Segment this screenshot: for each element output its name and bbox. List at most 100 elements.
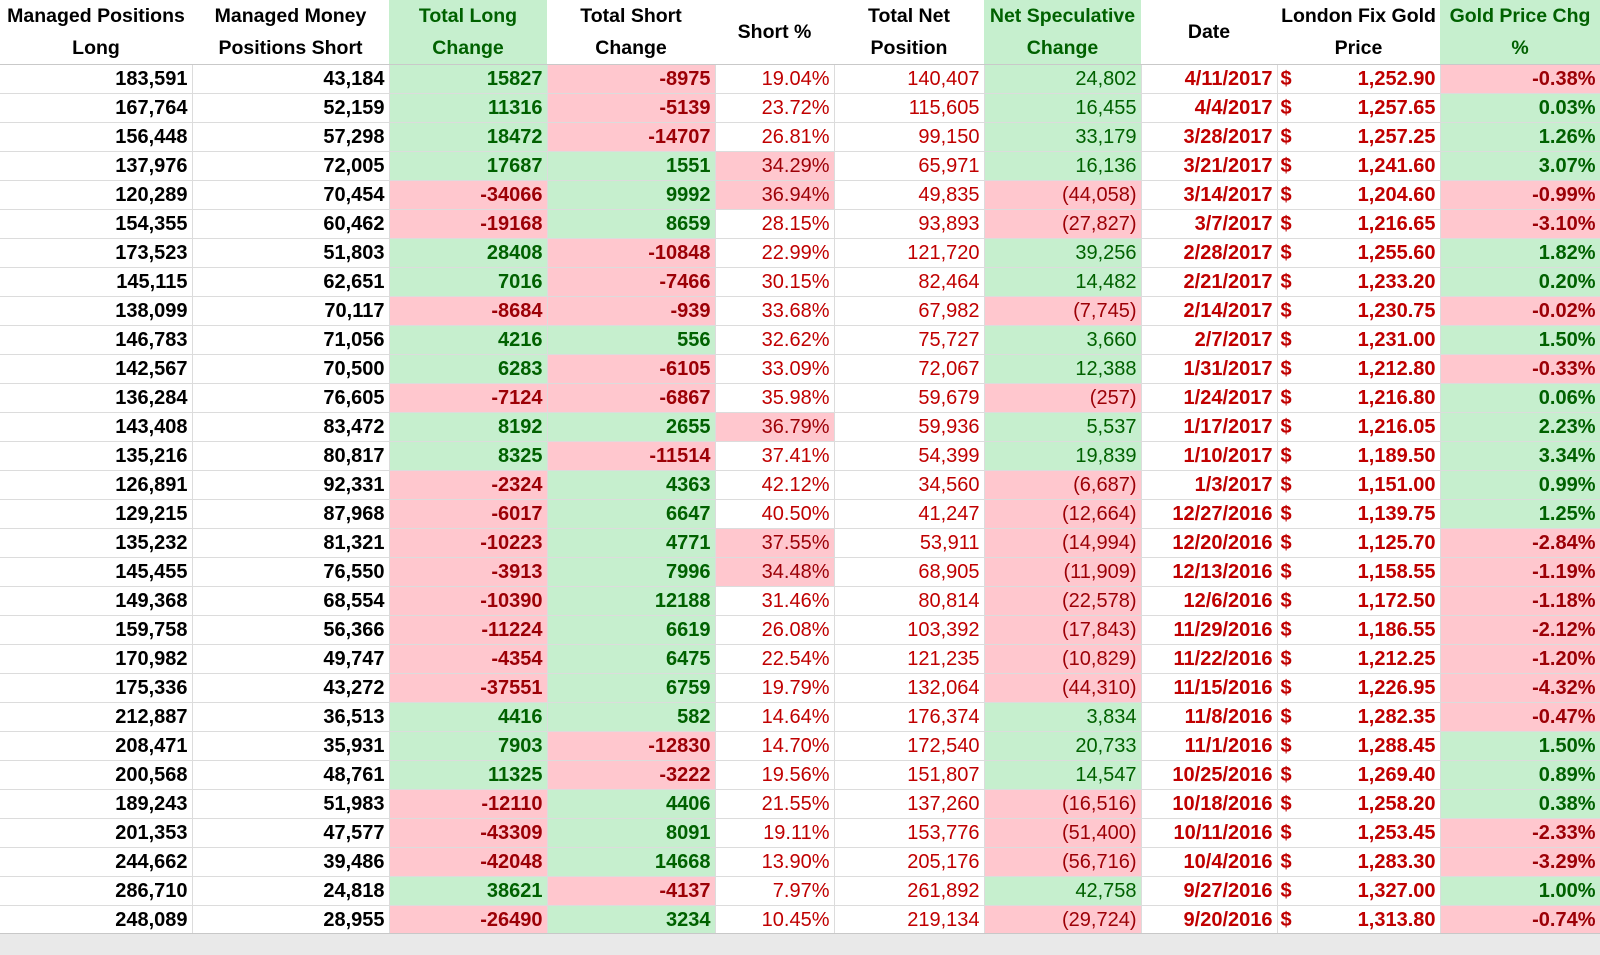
cell-managed-long[interactable]: 173,523 [0,238,193,268]
cell-net-spec-change[interactable]: (51,400) [984,818,1142,848]
cell-managed-long[interactable]: 126,891 [0,470,193,500]
header-total-net-position[interactable]: Total Net Position [834,0,984,65]
cell-managed-short[interactable]: 48,761 [192,760,390,790]
cell-total-short-change[interactable]: 6619 [547,615,716,645]
header-managed-long[interactable]: Managed Positions Long [0,0,192,65]
cell-total-long-change[interactable]: 15827 [389,64,548,94]
cell-managed-long[interactable]: 135,232 [0,528,193,558]
cell-short-pct[interactable]: 22.99% [715,238,835,268]
cell-currency[interactable]: $ [1277,441,1297,471]
cell-total-long-change[interactable]: -19168 [389,209,548,239]
cell-total-net-position[interactable]: 49,835 [834,180,985,210]
cell-currency[interactable]: $ [1277,876,1297,906]
cell-short-pct[interactable]: 28.15% [715,209,835,239]
cell-total-net-position[interactable]: 75,727 [834,325,985,355]
cell-managed-long[interactable]: 145,455 [0,557,193,587]
cell-managed-short[interactable]: 56,366 [192,615,390,645]
cell-date[interactable]: 1/24/2017 [1141,383,1278,413]
cell-net-spec-change[interactable]: 20,733 [984,731,1142,761]
cell-gold-price-chg[interactable]: -2.84% [1440,528,1600,558]
cell-gold-price-chg[interactable]: 3.07% [1440,151,1600,181]
cell-total-long-change[interactable]: 7016 [389,267,548,297]
cell-date[interactable]: 12/6/2016 [1141,586,1278,616]
cell-total-net-position[interactable]: 151,807 [834,760,985,790]
cell-gold-price[interactable]: 1,125.70 [1297,528,1441,558]
cell-date[interactable]: 11/8/2016 [1141,702,1278,732]
cell-total-short-change[interactable]: 8091 [547,818,716,848]
cell-managed-long[interactable]: 167,764 [0,93,193,123]
cell-gold-price-chg[interactable]: -1.19% [1440,557,1600,587]
cell-total-long-change[interactable]: 11325 [389,760,548,790]
cell-net-spec-change[interactable]: (11,909) [984,557,1142,587]
cell-date[interactable]: 2/28/2017 [1141,238,1278,268]
cell-short-pct[interactable]: 42.12% [715,470,835,500]
cell-currency[interactable]: $ [1277,789,1297,819]
cell-date[interactable]: 4/4/2017 [1141,93,1278,123]
cell-managed-short[interactable]: 43,272 [192,673,390,703]
cell-managed-short[interactable]: 52,159 [192,93,390,123]
cell-short-pct[interactable]: 19.56% [715,760,835,790]
cell-managed-long[interactable]: 212,887 [0,702,193,732]
cell-managed-short[interactable]: 92,331 [192,470,390,500]
cell-managed-long[interactable]: 183,591 [0,64,193,94]
cell-gold-price-chg[interactable]: -2.33% [1440,818,1600,848]
horizontal-scrollbar[interactable] [0,933,1600,955]
cell-total-short-change[interactable]: -3222 [547,760,716,790]
header-total-long-change[interactable]: Total Long Change [389,0,547,65]
cell-gold-price-chg[interactable]: -0.99% [1440,180,1600,210]
cell-managed-long[interactable]: 154,355 [0,209,193,239]
cell-total-net-position[interactable]: 68,905 [834,557,985,587]
cell-currency[interactable]: $ [1277,702,1297,732]
cell-gold-price[interactable]: 1,241.60 [1297,151,1441,181]
cell-total-long-change[interactable]: 6283 [389,354,548,384]
cell-gold-price[interactable]: 1,212.25 [1297,644,1441,674]
cell-net-spec-change[interactable]: 12,388 [984,354,1142,384]
cell-net-spec-change[interactable]: (44,310) [984,673,1142,703]
cell-managed-long[interactable]: 129,215 [0,499,193,529]
cell-short-pct[interactable]: 19.79% [715,673,835,703]
cell-net-spec-change[interactable]: 16,455 [984,93,1142,123]
cell-managed-short[interactable]: 71,056 [192,325,390,355]
cell-net-spec-change[interactable]: 24,802 [984,64,1142,94]
cell-managed-long[interactable]: 170,982 [0,644,193,674]
cell-gold-price[interactable]: 1,230.75 [1297,296,1441,326]
cell-total-short-change[interactable]: -12830 [547,731,716,761]
cell-total-short-change[interactable]: 7996 [547,557,716,587]
cell-total-short-change[interactable]: -8975 [547,64,716,94]
cell-gold-price-chg[interactable]: -0.33% [1440,354,1600,384]
cell-total-long-change[interactable]: 28408 [389,238,548,268]
cell-gold-price[interactable]: 1,255.60 [1297,238,1441,268]
cell-managed-long[interactable]: 156,448 [0,122,193,152]
cell-net-spec-change[interactable]: 39,256 [984,238,1142,268]
cell-net-spec-change[interactable]: (56,716) [984,847,1142,877]
cell-short-pct[interactable]: 19.11% [715,818,835,848]
cell-date[interactable]: 12/20/2016 [1141,528,1278,558]
cell-currency[interactable]: $ [1277,557,1297,587]
cell-currency[interactable]: $ [1277,731,1297,761]
cell-date[interactable]: 10/18/2016 [1141,789,1278,819]
cell-date[interactable]: 9/27/2016 [1141,876,1278,906]
cell-short-pct[interactable]: 30.15% [715,267,835,297]
cell-total-long-change[interactable]: 4416 [389,702,548,732]
cell-short-pct[interactable]: 34.29% [715,151,835,181]
cell-total-net-position[interactable]: 219,134 [834,905,985,935]
cell-short-pct[interactable]: 31.46% [715,586,835,616]
cell-currency[interactable]: $ [1277,383,1297,413]
header-short-pct[interactable]: Short % [715,0,834,65]
cell-gold-price[interactable]: 1,233.20 [1297,267,1441,297]
cell-gold-price[interactable]: 1,283.30 [1297,847,1441,877]
cell-gold-price-chg[interactable]: 0.20% [1440,267,1600,297]
cell-total-long-change[interactable]: -4354 [389,644,548,674]
cell-total-long-change[interactable]: -3913 [389,557,548,587]
cell-total-net-position[interactable]: 54,399 [834,441,985,471]
cell-net-spec-change[interactable]: 14,547 [984,760,1142,790]
cell-short-pct[interactable]: 33.09% [715,354,835,384]
cell-managed-long[interactable]: 145,115 [0,267,193,297]
cell-managed-long[interactable]: 208,471 [0,731,193,761]
cell-total-net-position[interactable]: 59,936 [834,412,985,442]
cell-gold-price[interactable]: 1,231.00 [1297,325,1441,355]
cell-currency[interactable]: $ [1277,818,1297,848]
cell-total-short-change[interactable]: -6105 [547,354,716,384]
cell-currency[interactable]: $ [1277,847,1297,877]
cell-gold-price-chg[interactable]: 1.50% [1440,731,1600,761]
